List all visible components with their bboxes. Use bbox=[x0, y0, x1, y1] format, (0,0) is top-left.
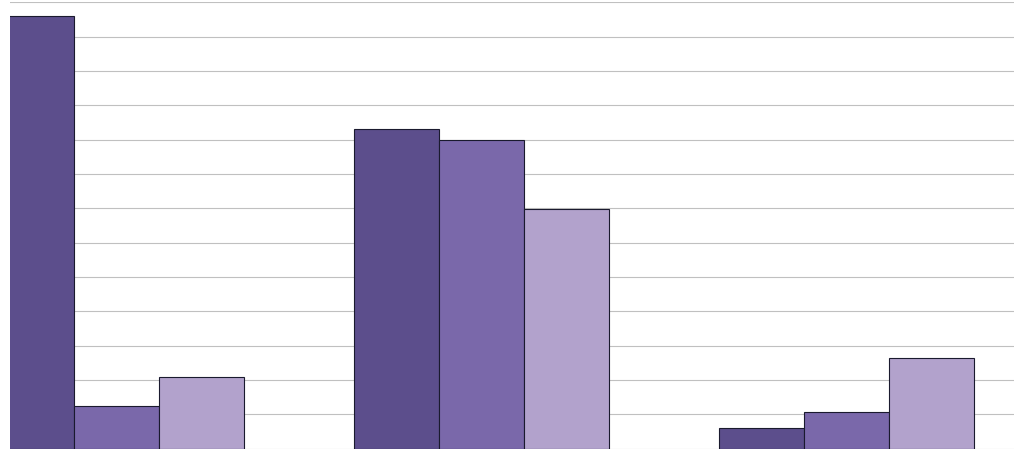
Bar bbox=[719, 427, 804, 449]
Bar bbox=[524, 209, 609, 449]
Bar bbox=[74, 406, 160, 449]
Bar bbox=[354, 129, 439, 449]
Bar bbox=[804, 412, 889, 449]
Bar bbox=[0, 16, 74, 449]
Bar bbox=[160, 377, 245, 449]
Bar bbox=[439, 140, 524, 449]
Bar bbox=[889, 358, 974, 449]
